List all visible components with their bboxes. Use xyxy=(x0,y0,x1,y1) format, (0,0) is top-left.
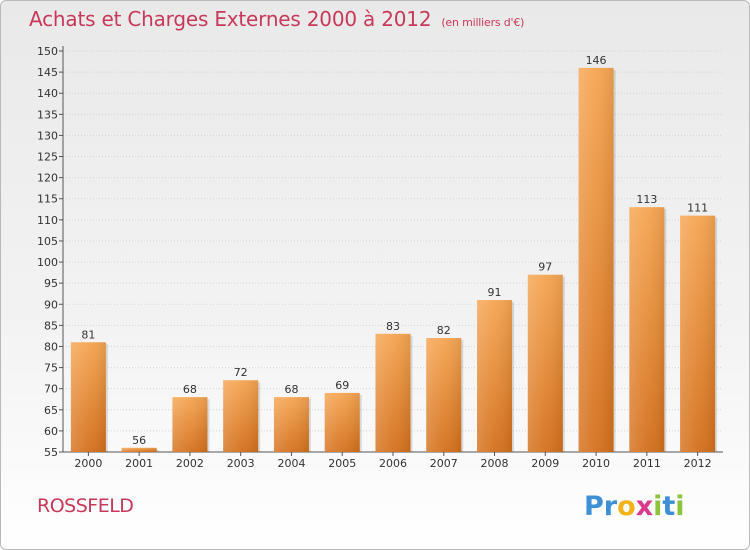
chart-subtitle: (en milliers d'€) xyxy=(441,16,525,29)
data-label: 97 xyxy=(538,261,552,274)
bar-highlight xyxy=(426,338,462,452)
bar-highlight xyxy=(273,397,309,452)
y-tick-label: 135 xyxy=(37,108,58,121)
y-tick-label: 115 xyxy=(37,193,58,206)
chart-title-text: Achats et Charges Externes 2000 à 2012 xyxy=(29,7,432,31)
bar-highlight xyxy=(375,333,411,452)
data-label: 81 xyxy=(81,328,95,341)
data-label: 69 xyxy=(335,379,349,392)
bar-highlight xyxy=(578,67,614,452)
y-tick-label: 130 xyxy=(37,129,58,142)
y-tick-label: 110 xyxy=(37,214,58,227)
x-tick-label: 2008 xyxy=(481,457,509,470)
y-tick-label: 90 xyxy=(44,298,58,311)
data-label: 68 xyxy=(284,383,298,396)
bar-highlight xyxy=(527,274,563,452)
y-tick-label: 145 xyxy=(37,66,58,79)
y-tick-label: 80 xyxy=(44,340,58,353)
logo-letter: r xyxy=(603,491,618,522)
bars xyxy=(70,67,718,452)
logo-letter: o xyxy=(617,491,636,522)
bar-highlight xyxy=(680,215,716,452)
bar-highlight xyxy=(172,397,208,452)
bar-highlight xyxy=(324,392,360,452)
bar-highlight xyxy=(223,380,259,452)
x-tick-label: 2006 xyxy=(379,457,407,470)
y-tick-label: 85 xyxy=(44,319,58,332)
x-tick-label: 2010 xyxy=(582,457,610,470)
x-tick-label: 2009 xyxy=(531,457,559,470)
data-label: 56 xyxy=(132,434,146,447)
y-tick-label: 100 xyxy=(37,256,58,269)
chart-title: Achats et Charges Externes 2000 à 2012 (e… xyxy=(29,7,524,31)
logo-letter: i xyxy=(653,491,663,522)
data-label: 82 xyxy=(437,324,451,337)
x-tick-label: 2005 xyxy=(328,457,356,470)
commune-name: ROSSFELD xyxy=(37,495,134,517)
y-tick-label: 120 xyxy=(37,172,58,185)
x-tick-label: 2002 xyxy=(176,457,204,470)
bar-highlight xyxy=(477,300,513,452)
y-tick-label: 95 xyxy=(44,277,58,290)
data-label: 113 xyxy=(636,193,657,206)
data-label: 72 xyxy=(234,366,248,379)
bar-highlight xyxy=(629,207,665,452)
x-tick-label: 2001 xyxy=(125,457,153,470)
labels: 55 60 65 70 75 80 85 90 95 100 105 110 115 120 125 130 1… xyxy=(37,45,712,470)
data-label: 68 xyxy=(183,383,197,396)
logo-letter: x xyxy=(635,491,654,522)
y-tick-label: 65 xyxy=(44,404,58,417)
y-tick-label: 140 xyxy=(37,87,58,100)
x-tick-label: 2007 xyxy=(430,457,458,470)
y-tick-label: 105 xyxy=(37,235,58,248)
logo-letter: t xyxy=(662,491,676,522)
data-label: 111 xyxy=(687,202,708,215)
data-label: 83 xyxy=(386,320,400,333)
proxiti-logo: Proxiti xyxy=(584,491,685,522)
x-tick-label: 2004 xyxy=(277,457,305,470)
x-tick-label: 2012 xyxy=(684,457,712,470)
bar-highlight xyxy=(121,447,157,452)
bar-highlight xyxy=(70,342,106,452)
logo-letter: i xyxy=(675,491,685,522)
y-tick-label: 150 xyxy=(37,45,58,58)
y-tick-label: 125 xyxy=(37,151,58,164)
y-tick-label: 75 xyxy=(44,362,58,375)
data-label: 146 xyxy=(586,54,607,67)
x-tick-label: 2003 xyxy=(227,457,255,470)
x-tick-label: 2000 xyxy=(74,457,102,470)
data-label: 91 xyxy=(488,286,502,299)
x-tick-label: 2011 xyxy=(633,457,661,470)
y-tick-label: 55 xyxy=(44,446,58,459)
y-tick-label: 60 xyxy=(44,425,58,438)
logo-letter: P xyxy=(584,491,604,522)
y-tick-label: 70 xyxy=(44,383,58,396)
